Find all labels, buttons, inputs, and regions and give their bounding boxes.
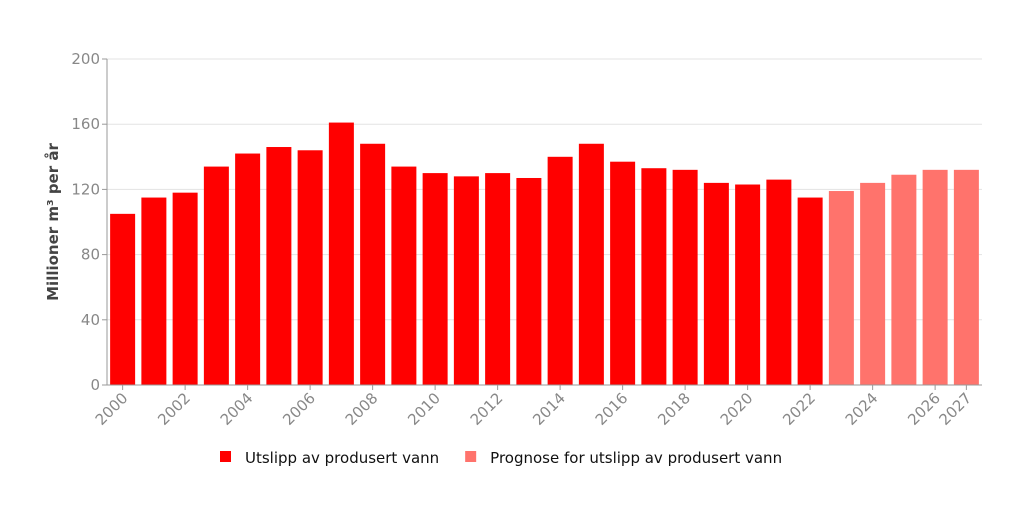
bar-actual [485, 173, 511, 385]
bar-actual [516, 177, 542, 385]
bar-actual [547, 156, 573, 385]
bar-actual [360, 143, 386, 385]
x-tick-label: 2004 [217, 389, 257, 429]
y-axis-title: Millioner m³ per år [44, 143, 62, 301]
x-tick-label: 2012 [467, 389, 507, 429]
y-tick-labels: 0 40 80 120 160 200 [71, 50, 100, 394]
bar-actual [641, 168, 667, 385]
bar-forecast [828, 191, 854, 385]
axes [102, 58, 982, 390]
y-tick-label: 80 [81, 246, 100, 264]
bar-actual [110, 213, 136, 385]
bar-actual [391, 166, 417, 385]
x-tick-label: 2010 [404, 389, 444, 429]
bar-forecast [953, 169, 979, 385]
x-tick-label: 2026 [904, 389, 944, 429]
x-tick-labels: 2000 2002 2004 2006 2008 2010 2012 2014 2016 2018… [92, 389, 975, 429]
bar-actual [797, 197, 823, 385]
x-tick-label: 2002 [154, 389, 194, 429]
bar-actual [672, 169, 698, 385]
bar-actual [703, 182, 729, 385]
bar-forecast [860, 182, 886, 385]
x-tick-label: 2022 [779, 389, 819, 429]
bar-forecast [922, 169, 948, 385]
x-tick-label: 2008 [342, 389, 382, 429]
bar-actual [453, 176, 479, 385]
bar-actual [766, 179, 792, 385]
bar-forecast [891, 174, 917, 385]
legend-swatch [220, 451, 231, 462]
bar-actual [266, 147, 292, 385]
bar-actual [203, 166, 229, 385]
y-tick-label: 120 [71, 180, 100, 198]
x-tick-label: 2020 [717, 389, 757, 429]
x-tick-label: 2018 [654, 389, 694, 429]
x-tick-label: 2006 [279, 389, 319, 429]
bars [110, 122, 979, 385]
y-tick-label: 0 [90, 376, 100, 394]
bar-actual [578, 143, 604, 385]
bar-actual [297, 150, 323, 385]
x-tick-label: 2027 [935, 389, 975, 429]
bar-actual [172, 192, 198, 385]
x-tick-label: 2016 [592, 389, 632, 429]
legend: Utslipp av produsert vann Prognose for ut… [220, 449, 782, 467]
bar-actual [328, 122, 354, 385]
bar-actual [235, 153, 261, 385]
x-tick-label: 2014 [529, 389, 569, 429]
y-tick-label: 40 [81, 311, 100, 329]
x-tick-label: 2024 [842, 389, 882, 429]
legend-label: Utslipp av produsert vann [245, 449, 439, 467]
y-tick-label: 160 [71, 115, 100, 133]
bar-actual [422, 173, 448, 385]
legend-swatch [465, 451, 477, 462]
bar-actual [735, 184, 761, 385]
y-tick-label: 200 [71, 50, 100, 68]
bar-actual [141, 197, 167, 385]
bar-actual [610, 161, 636, 385]
x-tick-label: 2000 [92, 389, 132, 429]
legend-label: Prognose for utslipp av produsert vann [490, 449, 782, 467]
